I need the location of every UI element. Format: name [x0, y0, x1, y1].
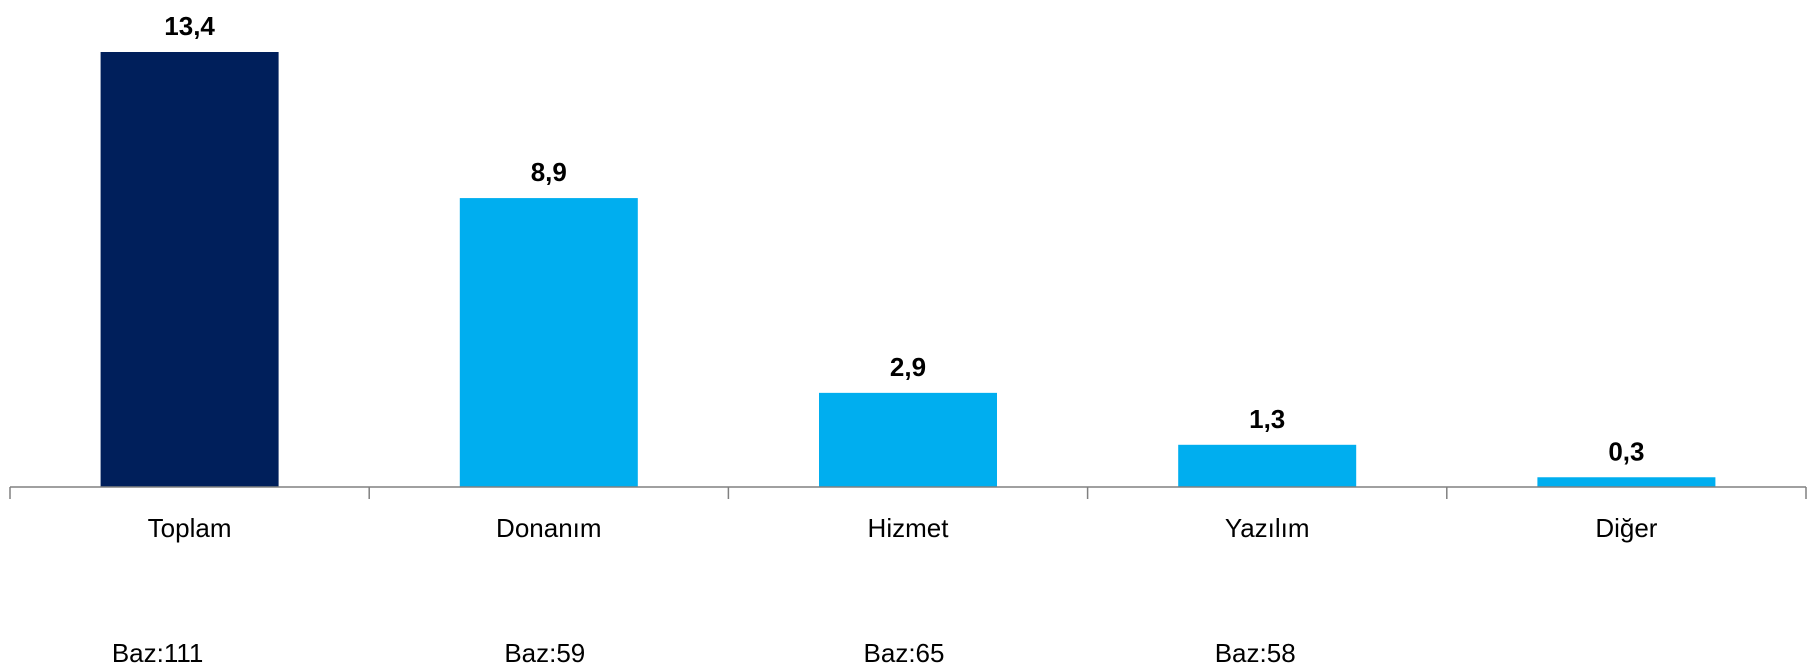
x-axis	[9, 486, 1807, 499]
category-label-5: Diğer	[1595, 513, 1657, 543]
category-label-3: Hizmet	[868, 513, 950, 543]
bar-1	[100, 52, 279, 487]
bars-layer	[100, 52, 1716, 487]
value-labels-layer: 13,4 8,9 2,9 1,3 0,3	[164, 11, 1644, 466]
base-label-4: Baz:58	[1215, 638, 1296, 667]
base-label-1: Baz:111	[112, 638, 204, 667]
data-label-2: 8,9	[531, 157, 567, 187]
base-labels-layer: Baz:111 Baz:59 Baz:65 Baz:58	[112, 638, 1296, 668]
bar-3	[819, 392, 997, 487]
base-label-2: Baz:59	[504, 638, 585, 667]
data-label-3: 2,9	[890, 352, 926, 382]
category-label-1: Toplam	[148, 513, 232, 543]
category-labels-layer: Toplam Donanım Hizmet Yazılım Diğer	[148, 513, 1658, 543]
bar-2	[459, 198, 638, 487]
bar-5	[1537, 477, 1716, 487]
base-label-3: Baz:65	[864, 638, 945, 667]
bar-4	[1178, 444, 1357, 487]
category-label-4: Yazılım	[1225, 513, 1310, 543]
data-label-5: 0,3	[1608, 436, 1644, 466]
category-label-2: Donanım	[496, 513, 602, 543]
data-label-1: 13,4	[164, 11, 215, 41]
data-label-4: 1,3	[1249, 404, 1285, 434]
